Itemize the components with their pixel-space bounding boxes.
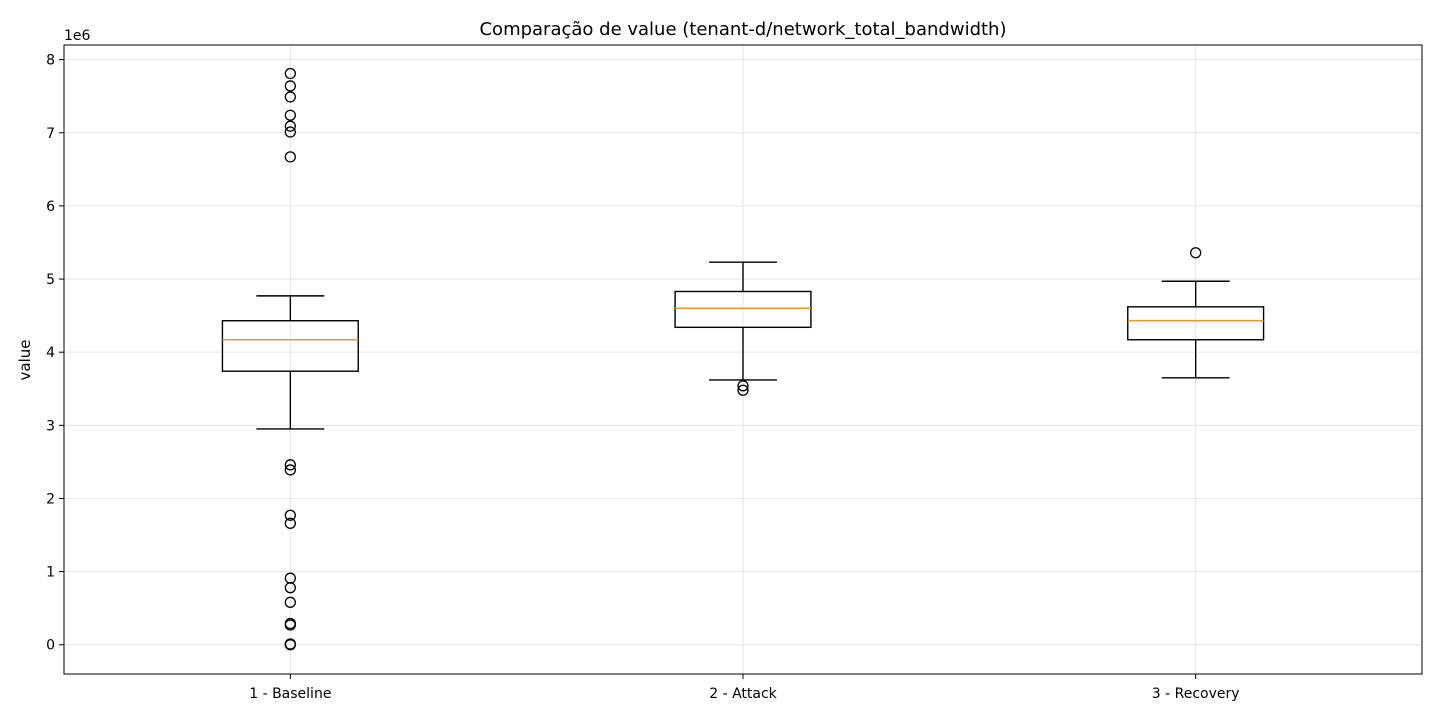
outlier-point bbox=[284, 464, 296, 476]
outlier-point bbox=[284, 67, 296, 80]
outlier-point bbox=[284, 459, 296, 471]
y-tick-label: 7 bbox=[46, 126, 55, 142]
outlier-point bbox=[284, 109, 296, 121]
outlier-point bbox=[284, 639, 296, 651]
y-offset-label: 1e6 bbox=[64, 28, 91, 44]
y-tick-label: 0 bbox=[46, 638, 55, 654]
outlier-point bbox=[284, 91, 296, 103]
y-tick-label: 4 bbox=[46, 345, 55, 361]
ticks-layer: 0 1 2 3 4 5 6 7 8 1 - Baseline 2 - Attack 3 - Recov… bbox=[46, 53, 1239, 702]
y-tick-label: 6 bbox=[46, 199, 55, 215]
boxes-layer bbox=[221, 67, 1265, 651]
outlier-point bbox=[737, 380, 749, 392]
outlier-point bbox=[284, 582, 296, 594]
y-tick-label: 8 bbox=[46, 53, 55, 69]
y-tick-label: 5 bbox=[46, 272, 55, 288]
outlier-point bbox=[284, 619, 296, 631]
outlier-point bbox=[284, 80, 296, 92]
box-iqr bbox=[674, 290, 812, 329]
outlier-point bbox=[284, 151, 296, 163]
y-tick-label: 2 bbox=[46, 491, 55, 507]
y-tick-label: 3 bbox=[46, 418, 55, 434]
outlier-point bbox=[284, 596, 296, 608]
outlier-point bbox=[1190, 247, 1202, 259]
outlier-point bbox=[284, 509, 296, 521]
x-tick-label: 3 - Recovery bbox=[1152, 686, 1240, 702]
x-tick-label: 1 - Baseline bbox=[249, 686, 331, 702]
chart-title: Comparação de value (tenant-d/network_to… bbox=[479, 19, 1006, 40]
box-group bbox=[221, 67, 359, 651]
box-iqr bbox=[221, 320, 359, 372]
y-axis-label: value bbox=[16, 340, 34, 381]
y-tick-label: 1 bbox=[46, 565, 55, 581]
outlier-point bbox=[284, 126, 296, 138]
outlier-point bbox=[737, 384, 749, 396]
box-group bbox=[674, 261, 812, 396]
x-tick-label: 2 - Attack bbox=[709, 686, 777, 702]
box-iqr bbox=[1127, 306, 1265, 341]
box-group bbox=[1127, 247, 1265, 379]
outlier-point bbox=[284, 517, 296, 529]
outlier-point bbox=[284, 120, 296, 132]
